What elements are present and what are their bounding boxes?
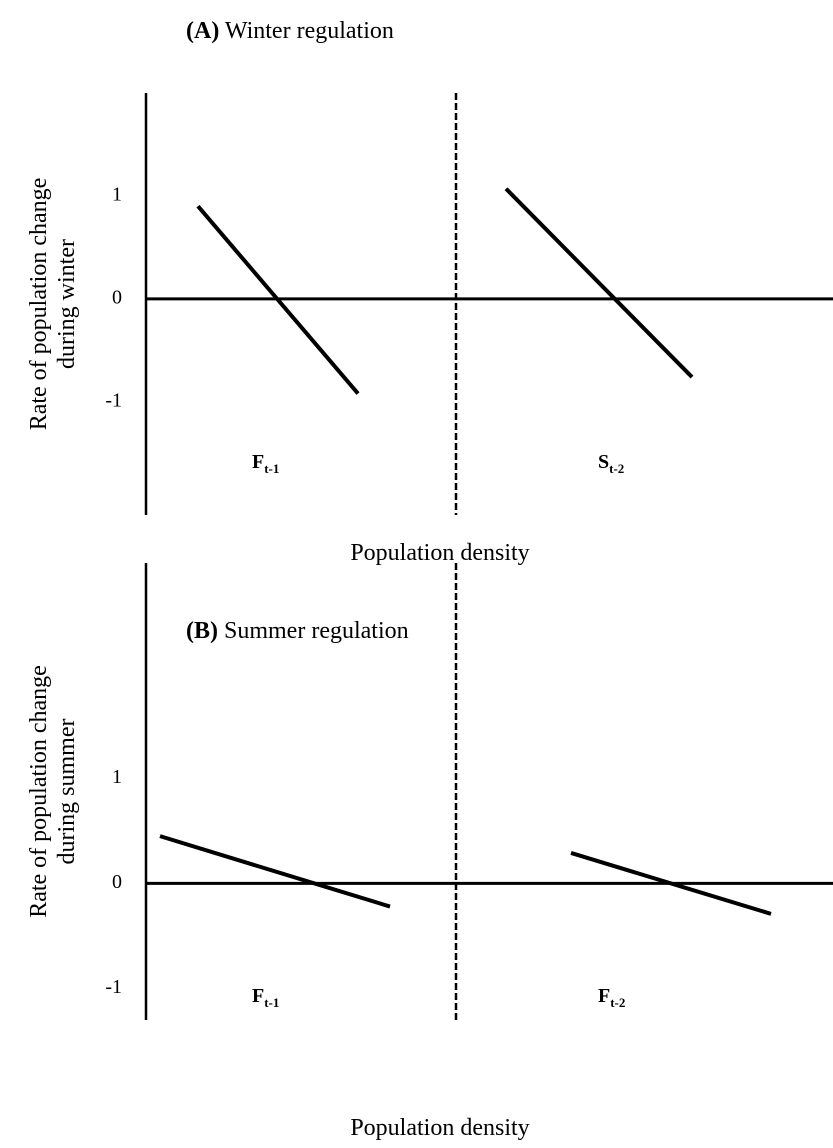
- panel-title: (B) Summer regulation: [186, 618, 409, 644]
- y-tick-label: 0: [112, 286, 122, 308]
- series-subscript: t-1: [264, 995, 279, 1010]
- y-tick-label: -1: [105, 976, 122, 998]
- series-subscript: t-1: [264, 461, 279, 476]
- series-name: F: [598, 985, 610, 1007]
- series-name: S: [598, 451, 609, 473]
- series-label: Ft-1: [252, 985, 279, 1010]
- panel-title: (A) Winter regulation: [186, 18, 394, 44]
- y-axis-label: Rate of population change: [26, 178, 52, 431]
- y-axis-label: Rate of population change: [26, 665, 52, 918]
- y-tick-label: 1: [112, 184, 122, 206]
- series-label: Ft-1: [252, 451, 279, 476]
- series-label: Ft-2: [598, 985, 625, 1010]
- series-label: St-2: [598, 451, 624, 476]
- series-subscript: t-2: [610, 995, 625, 1010]
- title-text: Summer regulation: [224, 618, 409, 644]
- x-axis-label: Population density: [350, 540, 529, 566]
- y-tick-label: -1: [105, 389, 122, 411]
- regression-line: [504, 187, 694, 379]
- regression-line: [159, 834, 391, 909]
- y-axis-label: during summer: [54, 719, 80, 865]
- y-axis-label: during winter: [54, 239, 80, 369]
- y-tick-label: 1: [112, 766, 122, 788]
- panel-label: (B): [186, 618, 218, 644]
- y-tick-label: 0: [112, 871, 122, 893]
- series-name: F: [252, 985, 264, 1007]
- x-axis-label: Population density: [350, 1115, 529, 1141]
- regression-line: [196, 204, 360, 395]
- title-text: Winter regulation: [225, 18, 394, 44]
- regression-line: [570, 851, 772, 916]
- series-name: F: [252, 451, 264, 473]
- series-subscript: t-2: [609, 461, 624, 476]
- panel-label: (A): [186, 18, 219, 44]
